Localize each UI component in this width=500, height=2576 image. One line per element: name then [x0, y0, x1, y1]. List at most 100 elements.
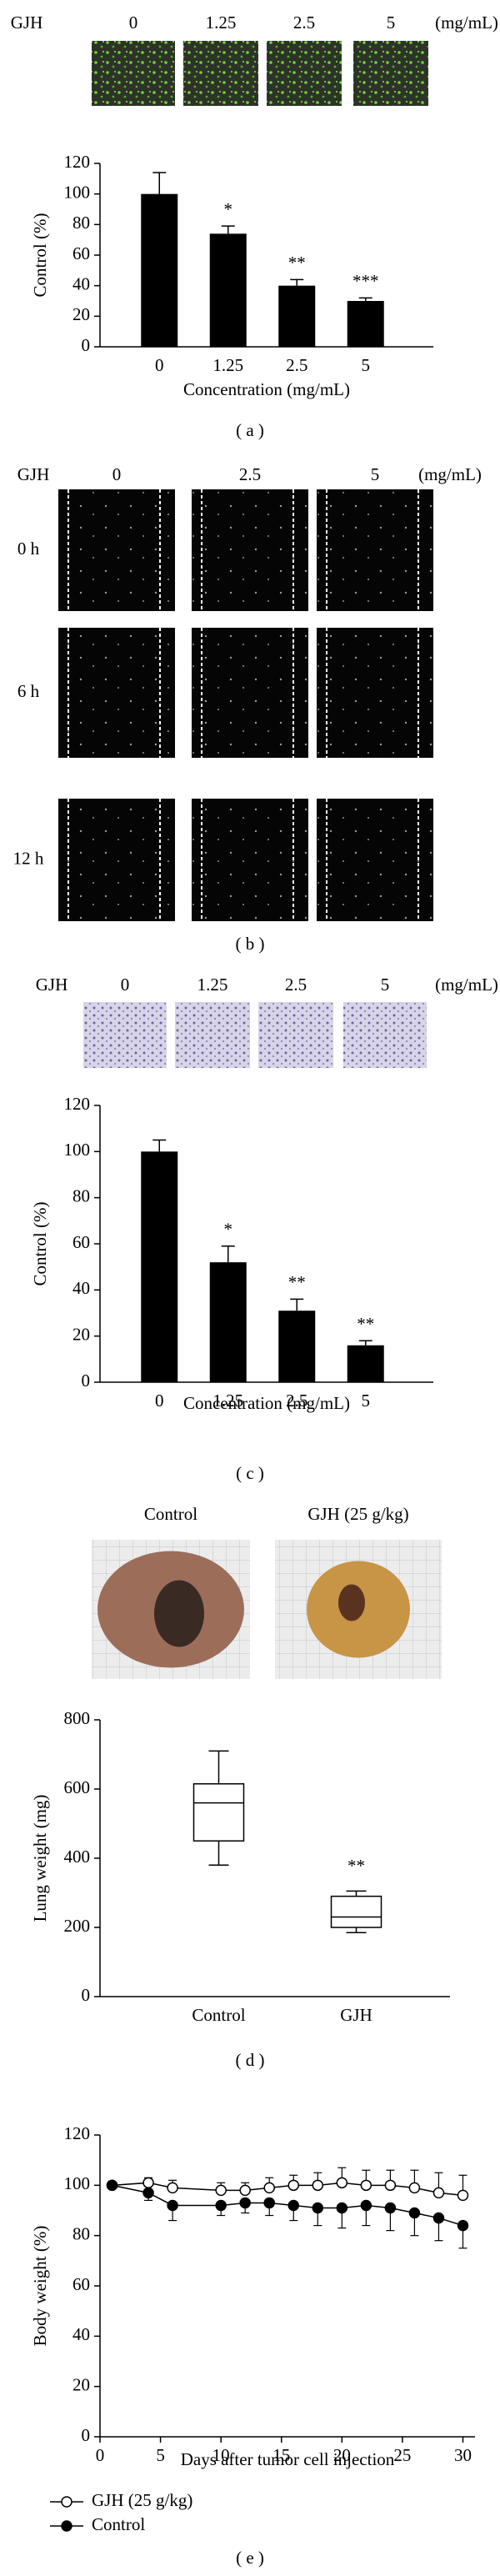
bar: [278, 1311, 316, 1382]
y-tick-label: 60: [72, 1232, 90, 1252]
marker: [142, 2187, 154, 2199]
x-axis-title: Concentration (mg/mL): [183, 379, 350, 399]
significance-mark: **: [357, 1314, 374, 1334]
significance-mark: **: [288, 1272, 306, 1292]
x-tick-label: Control: [192, 2005, 245, 2025]
y-tick-label: 100: [64, 2173, 91, 2193]
y-tick-label: 0: [82, 1371, 91, 1391]
micrograph: [317, 489, 433, 611]
y-tick-label: 20: [72, 2374, 90, 2394]
marker: [215, 2199, 227, 2212]
significance-mark: ***: [352, 271, 379, 291]
row-label: 12 h: [13, 848, 44, 868]
column-label: GJH (25 g/kg): [308, 1504, 408, 1524]
panel-label: ( c ): [236, 1463, 264, 1483]
y-tick-label: 80: [72, 213, 90, 233]
panel-label: ( e ): [236, 2548, 264, 2568]
micrograph: [83, 1002, 167, 1068]
strip-header: GJH: [18, 464, 50, 484]
y-tick-label: 800: [64, 1708, 91, 1728]
y-tick-label: 80: [72, 1185, 90, 1205]
micrograph: [183, 41, 258, 106]
micrograph: [192, 628, 308, 758]
y-tick-label: 0: [82, 335, 91, 355]
marker: [167, 2182, 178, 2194]
legend-label: Control: [92, 2514, 145, 2534]
marker: [408, 2182, 421, 2194]
panel-label: ( a ): [236, 420, 264, 440]
column-label: 1.25: [198, 975, 228, 995]
x-tick-label: 5: [362, 355, 371, 375]
micrograph: [58, 489, 175, 611]
marker: [263, 2197, 275, 2209]
marker: [239, 2184, 251, 2197]
column-label: 5: [381, 975, 390, 995]
marker: [288, 2179, 300, 2192]
panel-label: ( b ): [236, 934, 265, 954]
marker: [312, 2202, 324, 2214]
marker: [432, 2187, 445, 2199]
x-tick-label: 10: [212, 2445, 230, 2465]
micrograph: [58, 799, 175, 921]
marker: [408, 2207, 421, 2219]
y-axis-title: Body weight (%): [30, 2226, 50, 2347]
y-tick-label: 80: [72, 2223, 90, 2243]
x-axis-title: Days after tumor cell injection: [181, 2449, 395, 2469]
x-tick-label: 2.5: [286, 355, 308, 375]
marker: [239, 2197, 251, 2209]
marker: [336, 2177, 348, 2189]
y-tick-label: 120: [64, 152, 91, 172]
marker: [142, 2177, 154, 2189]
marker: [288, 2199, 300, 2212]
column-label: 5: [371, 464, 380, 484]
marker: [167, 2199, 178, 2212]
y-axis-title: Lung weight (mg): [30, 1795, 50, 1922]
y-tick-label: 40: [72, 2324, 90, 2344]
column-label: 2.5: [239, 464, 261, 484]
x-tick-label: 1.25: [212, 1391, 243, 1411]
column-label: 5: [387, 13, 396, 33]
marker: [263, 2182, 275, 2194]
bar: [278, 285, 316, 347]
marker: [457, 2189, 469, 2202]
y-tick-label: 0: [82, 2425, 91, 2445]
x-tick-label: 0: [155, 355, 164, 375]
x-tick-label: GJH: [340, 2005, 372, 2025]
row-label: 0 h: [18, 539, 40, 559]
marker: [384, 2179, 397, 2192]
y-tick-label: 0: [82, 1985, 91, 2005]
marker: [360, 2199, 372, 2212]
significance-mark: *: [224, 199, 233, 219]
marker: [106, 2179, 118, 2192]
micrograph: [58, 628, 175, 758]
bar: [209, 233, 247, 347]
marker: [384, 2202, 397, 2214]
x-tick-label: 0: [96, 2445, 105, 2465]
bar: [141, 193, 178, 347]
x-axis-title: Concentration (mg/mL): [183, 1393, 350, 1413]
bar: [209, 1262, 247, 1382]
marker: [360, 2179, 372, 2192]
x-tick-label: 20: [333, 2445, 351, 2465]
y-tick-label: 20: [72, 304, 90, 324]
y-tick-label: 60: [72, 243, 90, 263]
micrograph: [267, 41, 342, 106]
micrograph: [175, 1002, 250, 1068]
strip-unit: (mg/mL): [435, 975, 498, 995]
strip-unit: (mg/mL): [418, 464, 482, 484]
x-tick-label: 5: [362, 1391, 371, 1411]
legend-marker: [61, 2496, 72, 2508]
marker: [312, 2179, 324, 2192]
y-axis-title: Control (%): [30, 213, 50, 298]
column-label: 0: [129, 13, 138, 33]
lung-photo: [154, 1580, 204, 1647]
y-tick-label: 40: [72, 1278, 90, 1298]
micrograph: [92, 41, 175, 106]
panel-label: ( d ): [236, 2050, 265, 2070]
column-label: 2.5: [293, 13, 315, 33]
x-tick-label: 15: [272, 2445, 290, 2465]
micrograph: [317, 799, 433, 921]
y-tick-label: 120: [64, 2123, 91, 2143]
